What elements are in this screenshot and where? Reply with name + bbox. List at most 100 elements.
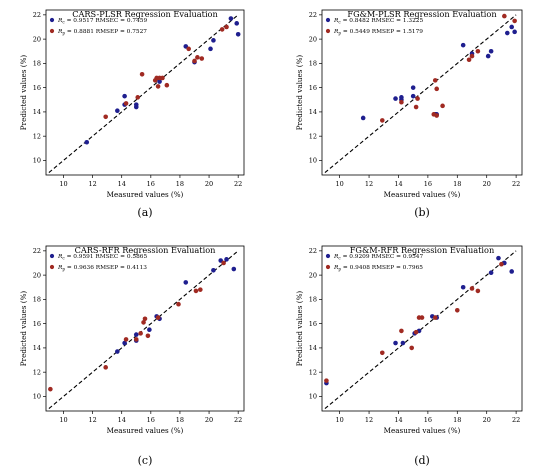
calibration-point [410,85,416,90]
prediction-point [512,18,517,24]
prediction-point [123,101,129,106]
legend-prediction-label: Rp = 0.9408 RMSEP = 0.7965 [333,265,423,271]
y-tick-label: 20 [309,35,317,43]
legend-prediction-label: Rp = 0.8881 RMSEP = 0.7527 [57,29,147,35]
x-tick-label: 10 [59,180,67,188]
panel-fgm-rfr: FG&M-RFR Regression Evaluation 10 12 14 16 18… [295,245,523,467]
prediction-point [432,78,438,83]
legend: Rc = 0.9591 RMSEC = 0.5865 Rp = 0.9636 RM… [49,253,147,272]
chart-title: CARS-PLSR Regression Evaluation [72,9,218,19]
prediction-point [413,329,419,335]
x-tick-label: 20 [483,416,491,424]
prediction-point [145,333,151,339]
calibration-point [133,104,139,110]
prediction-point [176,301,181,307]
prediction-point [454,308,460,313]
calibration-point [488,270,494,275]
prediction-point [499,261,504,267]
prediction-point [160,75,165,81]
prediction-point [324,378,329,383]
prediction-point [195,55,200,60]
x-tick-label: 14 [118,416,126,424]
prediction-point [138,331,143,336]
y-tick-label: 20 [309,271,317,279]
prediction-point [502,13,507,19]
x-tick-label: 16 [147,416,155,424]
calibration-point [393,96,398,101]
prediction-point [399,99,404,105]
x-axis-label: Measured values (%) [107,426,184,435]
calibration-point [115,349,120,354]
calibration-point [183,280,189,285]
prediction-point [221,260,226,266]
y-tick-label: 16 [309,84,317,92]
prediction-point [475,288,481,294]
y-tick-label: 12 [309,368,317,376]
x-tick-label: 18 [453,416,461,424]
prediction-point [409,345,415,351]
calibration-point [211,267,216,273]
y-tick-label: 14 [33,108,41,116]
legend-prediction-marker [49,28,55,34]
y-axis-label: Predicted values (%) [19,291,28,367]
prediction-point [469,286,475,291]
x-tick-label: 18 [453,180,461,188]
prediction-point [419,315,425,320]
x-tick-label: 12 [365,416,373,424]
calibration-point [488,48,494,54]
legend: Rc = 0.9209 RMSEC = 0.9547 Rp = 0.9408 RM… [325,253,423,272]
x-tick-label: 16 [424,416,432,424]
calibration-point [84,139,90,145]
prediction-point [142,316,148,322]
x-tick-label: 18 [176,180,184,188]
calibration-point [485,53,491,59]
prediction-point [440,103,445,109]
calibration-point [231,266,237,272]
prediction-point [135,95,141,100]
prediction-point [198,287,203,292]
y-tick-label: 18 [309,60,317,68]
panel-label: (d) [414,454,430,467]
y-tick-label: 22 [309,11,317,19]
calibration-point [224,257,229,262]
legend: Rc = 0.9517 RMSEC = 0.7459 Rp = 0.8881 RM… [49,17,147,36]
x-tick-label: 14 [394,416,402,424]
x-tick-label: 16 [147,180,155,188]
x-tick-label: 22 [234,416,242,424]
prediction-point [434,86,440,92]
y-tick-label: 14 [309,344,317,352]
x-tick-label: 12 [88,416,96,424]
x-tick-label: 20 [205,180,213,188]
identity-line [48,14,239,173]
calibration-point [393,340,398,346]
calibration-point [211,38,216,43]
prediction-point [219,27,225,32]
x-tick-label: 16 [424,180,432,188]
prediction-point [193,288,199,294]
legend-prediction-marker [325,28,331,34]
prediction-point [155,315,161,320]
y-tick-label: 10 [33,157,41,165]
legend-calibration-label: Rc = 0.8482 RMSEC = 1.3225 [333,18,423,24]
legend-prediction-label: Rp = 0.9636 RMSEP = 0.4113 [57,265,147,271]
panel-label: (c) [138,454,153,467]
x-tick-label: 10 [336,416,344,424]
prediction-point [415,96,420,101]
x-tick-label: 20 [205,416,213,424]
prediction-point [432,315,438,320]
legend: Rc = 0.8482 RMSEC = 1.3225 Rp = 0.5449 RM… [325,17,423,36]
legend-calibration-marker [49,17,55,23]
x-tick-label: 14 [394,180,402,188]
panel-fgm-plsr: FG&M-PLSR Regression Evaluation 10 12 14 16 1… [295,9,523,219]
legend-prediction-marker [49,264,55,270]
calibration-point [360,115,366,121]
prediction-point [103,365,108,370]
x-axis-label: Measured values (%) [384,190,461,199]
y-tick-label: 14 [33,344,41,352]
calibration-point [504,30,510,36]
chart-title: CARS-RFR Regression Evaluation [75,245,217,255]
y-tick-label: 22 [33,247,41,255]
prediction-point [192,58,197,64]
y-tick-label: 10 [309,157,317,165]
